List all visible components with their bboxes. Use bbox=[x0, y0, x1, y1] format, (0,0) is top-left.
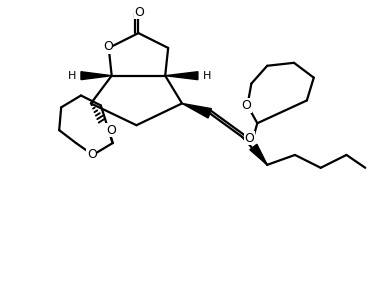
Polygon shape bbox=[182, 104, 211, 118]
Text: O: O bbox=[106, 124, 116, 137]
Text: O: O bbox=[135, 6, 144, 19]
Polygon shape bbox=[250, 144, 267, 165]
Polygon shape bbox=[81, 72, 112, 80]
Text: O: O bbox=[242, 99, 251, 112]
Text: O: O bbox=[87, 148, 97, 161]
Text: O: O bbox=[103, 40, 113, 53]
Text: O: O bbox=[245, 132, 254, 145]
Polygon shape bbox=[165, 72, 198, 80]
Text: H: H bbox=[203, 71, 211, 81]
Text: H: H bbox=[68, 71, 76, 81]
